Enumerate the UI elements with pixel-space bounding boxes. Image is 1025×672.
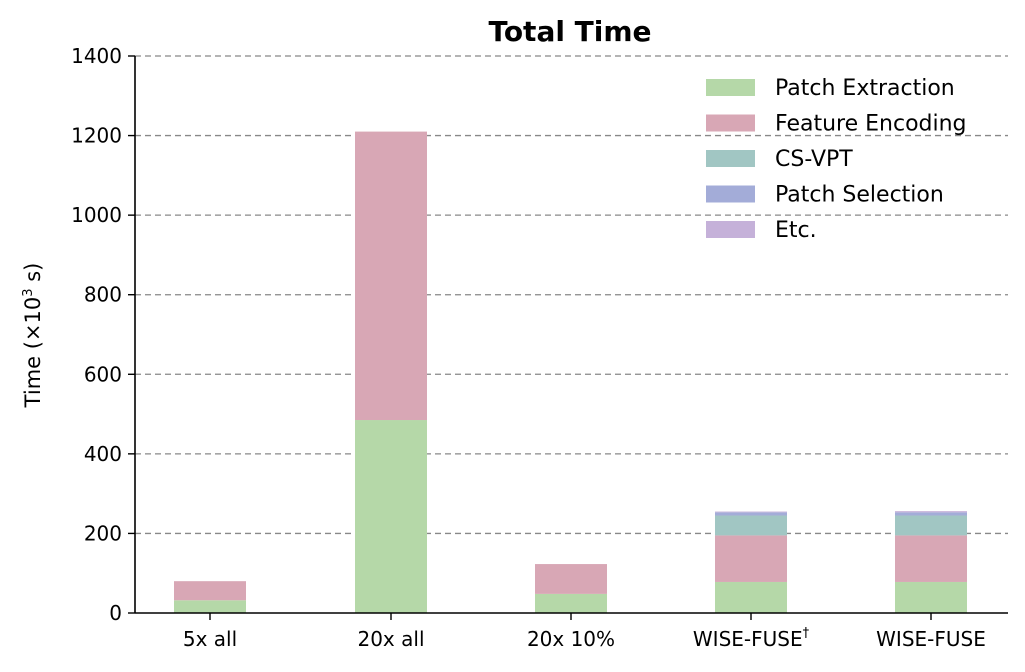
y-tick-label-5: 1000: [71, 203, 122, 227]
legend-swatch-2: [706, 150, 755, 167]
bar-2-1: [535, 564, 607, 594]
legend: Patch Extraction Feature Encoding CS-VPT Pa…: [706, 76, 967, 243]
x-ticks: 5x all 20x all 20x 10% WISE-FUSE† WISE-FUSE: [183, 613, 986, 651]
y-tick-label-1: 200: [84, 521, 122, 545]
y-tick-label-3: 600: [84, 362, 122, 386]
y-axis-label: Time (×103 s): [21, 263, 45, 409]
bar-1-1: [355, 131, 427, 421]
y-tick-label-4: 800: [84, 283, 122, 307]
bar-4-4: [895, 511, 967, 513]
bar-3-3: [715, 512, 787, 516]
bars: [174, 131, 967, 613]
x-tick-label-0: 5x all: [183, 627, 237, 651]
bar-0-1: [174, 581, 246, 601]
legend-swatch-1: [706, 114, 755, 132]
y-tick-label-2: 400: [84, 442, 122, 466]
legend-label-3: Patch Selection: [775, 183, 944, 208]
y-axis-label-prefix: Time (×10: [21, 297, 45, 409]
legend-label-4: Etc.: [775, 218, 817, 243]
y-tick-label-6: 1200: [71, 124, 122, 148]
bar-4-0: [895, 581, 967, 613]
grid-lines: [135, 55, 1008, 535]
x-tick-label-4: WISE-FUSE: [876, 627, 986, 651]
legend-swatch-4: [706, 221, 755, 238]
bar-4-2: [895, 515, 967, 536]
y-tick-label-0: 0: [109, 601, 122, 625]
x-tick-label-2: 20x 10%: [527, 627, 615, 651]
bar-3-2: [715, 515, 787, 536]
bar-3-0: [715, 581, 787, 613]
y-axis-label-superscript: 3: [21, 288, 36, 296]
bar-1-0: [355, 420, 427, 613]
legend-swatch-3: [706, 185, 755, 203]
legend-label-1: Feature Encoding: [775, 112, 967, 137]
y-axis-label-suffix: s): [21, 263, 45, 289]
legend-label-0: Patch Extraction: [775, 76, 955, 101]
chart-title: Total Time: [488, 15, 651, 48]
legend-swatch-0: [706, 79, 755, 96]
bar-2-0: [535, 593, 607, 613]
x-tick-label-3: WISE-FUSE†: [693, 626, 810, 651]
axes: [134, 56, 1008, 614]
y-tick-label-7: 1400: [71, 44, 122, 68]
x-tick-label-1: 20x all: [357, 627, 424, 651]
bar-4-1: [895, 535, 967, 582]
bar-3-4: [715, 511, 787, 513]
bar-0-0: [174, 600, 246, 613]
y-ticks: 0 200 400 600 800 1000 1200 1400: [71, 44, 135, 625]
bar-3-1: [715, 535, 787, 582]
bar-4-3: [895, 512, 967, 516]
legend-label-2: CS-VPT: [775, 147, 853, 172]
